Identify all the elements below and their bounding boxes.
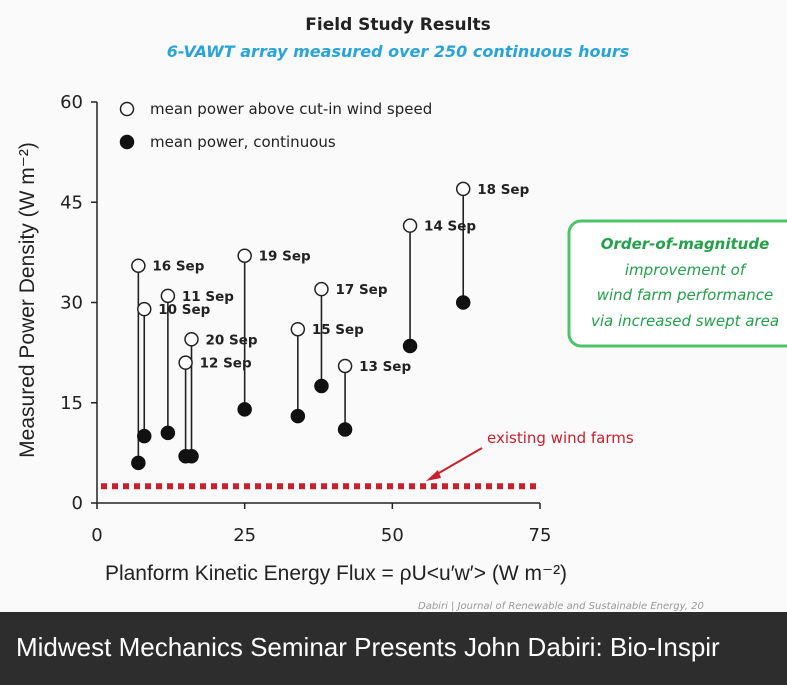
x-axis-label: Planform Kinetic Energy Flux = ρU<u′w′> … — [105, 562, 567, 585]
x-tick-label: 50 — [381, 525, 404, 546]
point-above-cut-in — [402, 218, 418, 233]
point-above-cut-in — [131, 258, 146, 273]
legend-open-marker — [119, 101, 135, 117]
point-continuous — [455, 295, 471, 310]
callout-line-4: via increased swept area — [591, 312, 779, 330]
legend-filled-label: mean power, continuous — [150, 133, 336, 151]
point-continuous — [137, 428, 152, 444]
chart-title: Field Study Results — [305, 15, 490, 35]
point-above-cut-in — [455, 181, 471, 197]
y-tick-label: 45 — [60, 192, 83, 213]
point-above-cut-in — [290, 321, 306, 337]
existing-wind-farms-arrow — [431, 447, 483, 478]
x-tick-label: 0 — [91, 525, 102, 546]
x-tick-label: 25 — [233, 525, 256, 546]
point-above-cut-in — [337, 358, 353, 374]
citation: Dabiri | Journal of Renewable and Sustai… — [418, 601, 704, 612]
point-above-cut-in — [137, 301, 152, 317]
point-label: 16 Sep — [152, 259, 204, 275]
point-label: 18 Sep — [477, 182, 529, 198]
point-continuous — [290, 408, 306, 424]
video-caption-bar: Midwest Mechanics Seminar Presents John … — [0, 612, 787, 685]
point-label: 10 Sep — [158, 302, 210, 318]
point-label: 14 Sep — [424, 219, 476, 235]
video-title: Midwest Mechanics Seminar Presents John … — [16, 632, 720, 662]
point-label: 17 Sep — [335, 282, 387, 298]
y-ticks: 0 15 30 45 60 — [60, 92, 97, 514]
point-above-cut-in — [160, 288, 176, 304]
callout-box: Order-of-magnitude improvement of wind f… — [567, 219, 787, 348]
x-tick-label: 75 — [529, 525, 552, 546]
point-label: 19 Sep — [259, 249, 311, 265]
point-continuous — [160, 425, 176, 441]
point-continuous — [314, 378, 329, 394]
point-continuous — [131, 455, 146, 471]
point-above-cut-in — [184, 332, 199, 347]
point-continuous — [402, 338, 418, 354]
chart-subtitle: 6-VAWT array measured over 250 continuou… — [167, 42, 630, 61]
y-tick-label: 0 — [72, 493, 83, 514]
point-above-cut-in — [178, 355, 193, 370]
legend-open-label: mean power above cut-in wind speed — [150, 100, 432, 118]
legend: mean power above cut-in wind speed mean … — [119, 100, 432, 151]
y-tick-label: 30 — [60, 293, 83, 314]
y-tick-label: 60 — [60, 92, 83, 113]
slide: Field Study Results 6-VAWT array measure… — [16, 15, 787, 612]
callout-line-3: wind farm performance — [597, 286, 774, 304]
point-continuous — [178, 448, 193, 464]
y-tick-label: 15 — [60, 393, 83, 414]
callout-line-2: improvement of — [625, 261, 748, 279]
y-axis-label: Measured Power Density (W m⁻²) — [16, 142, 39, 458]
point-label: 20 Sep — [206, 332, 258, 348]
legend-filled-marker — [119, 134, 135, 150]
point-above-cut-in — [237, 248, 252, 263]
existing-wind-farms-label: existing wind farms — [487, 429, 634, 447]
point-label: 13 Sep — [359, 359, 411, 375]
point-label: 12 Sep — [200, 356, 252, 372]
point-continuous — [337, 422, 353, 437]
point-label: 15 Sep — [312, 322, 364, 338]
point-continuous — [237, 402, 252, 417]
callout-line-1: Order-of-magnitude — [601, 235, 770, 253]
point-label: 11 Sep — [182, 289, 234, 305]
x-ticks: 0 25 50 75 — [91, 503, 551, 546]
chart: Field Study Results 6-VAWT array measure… — [16, 15, 787, 612]
point-above-cut-in — [314, 281, 329, 297]
arrow-head-icon — [426, 470, 441, 481]
